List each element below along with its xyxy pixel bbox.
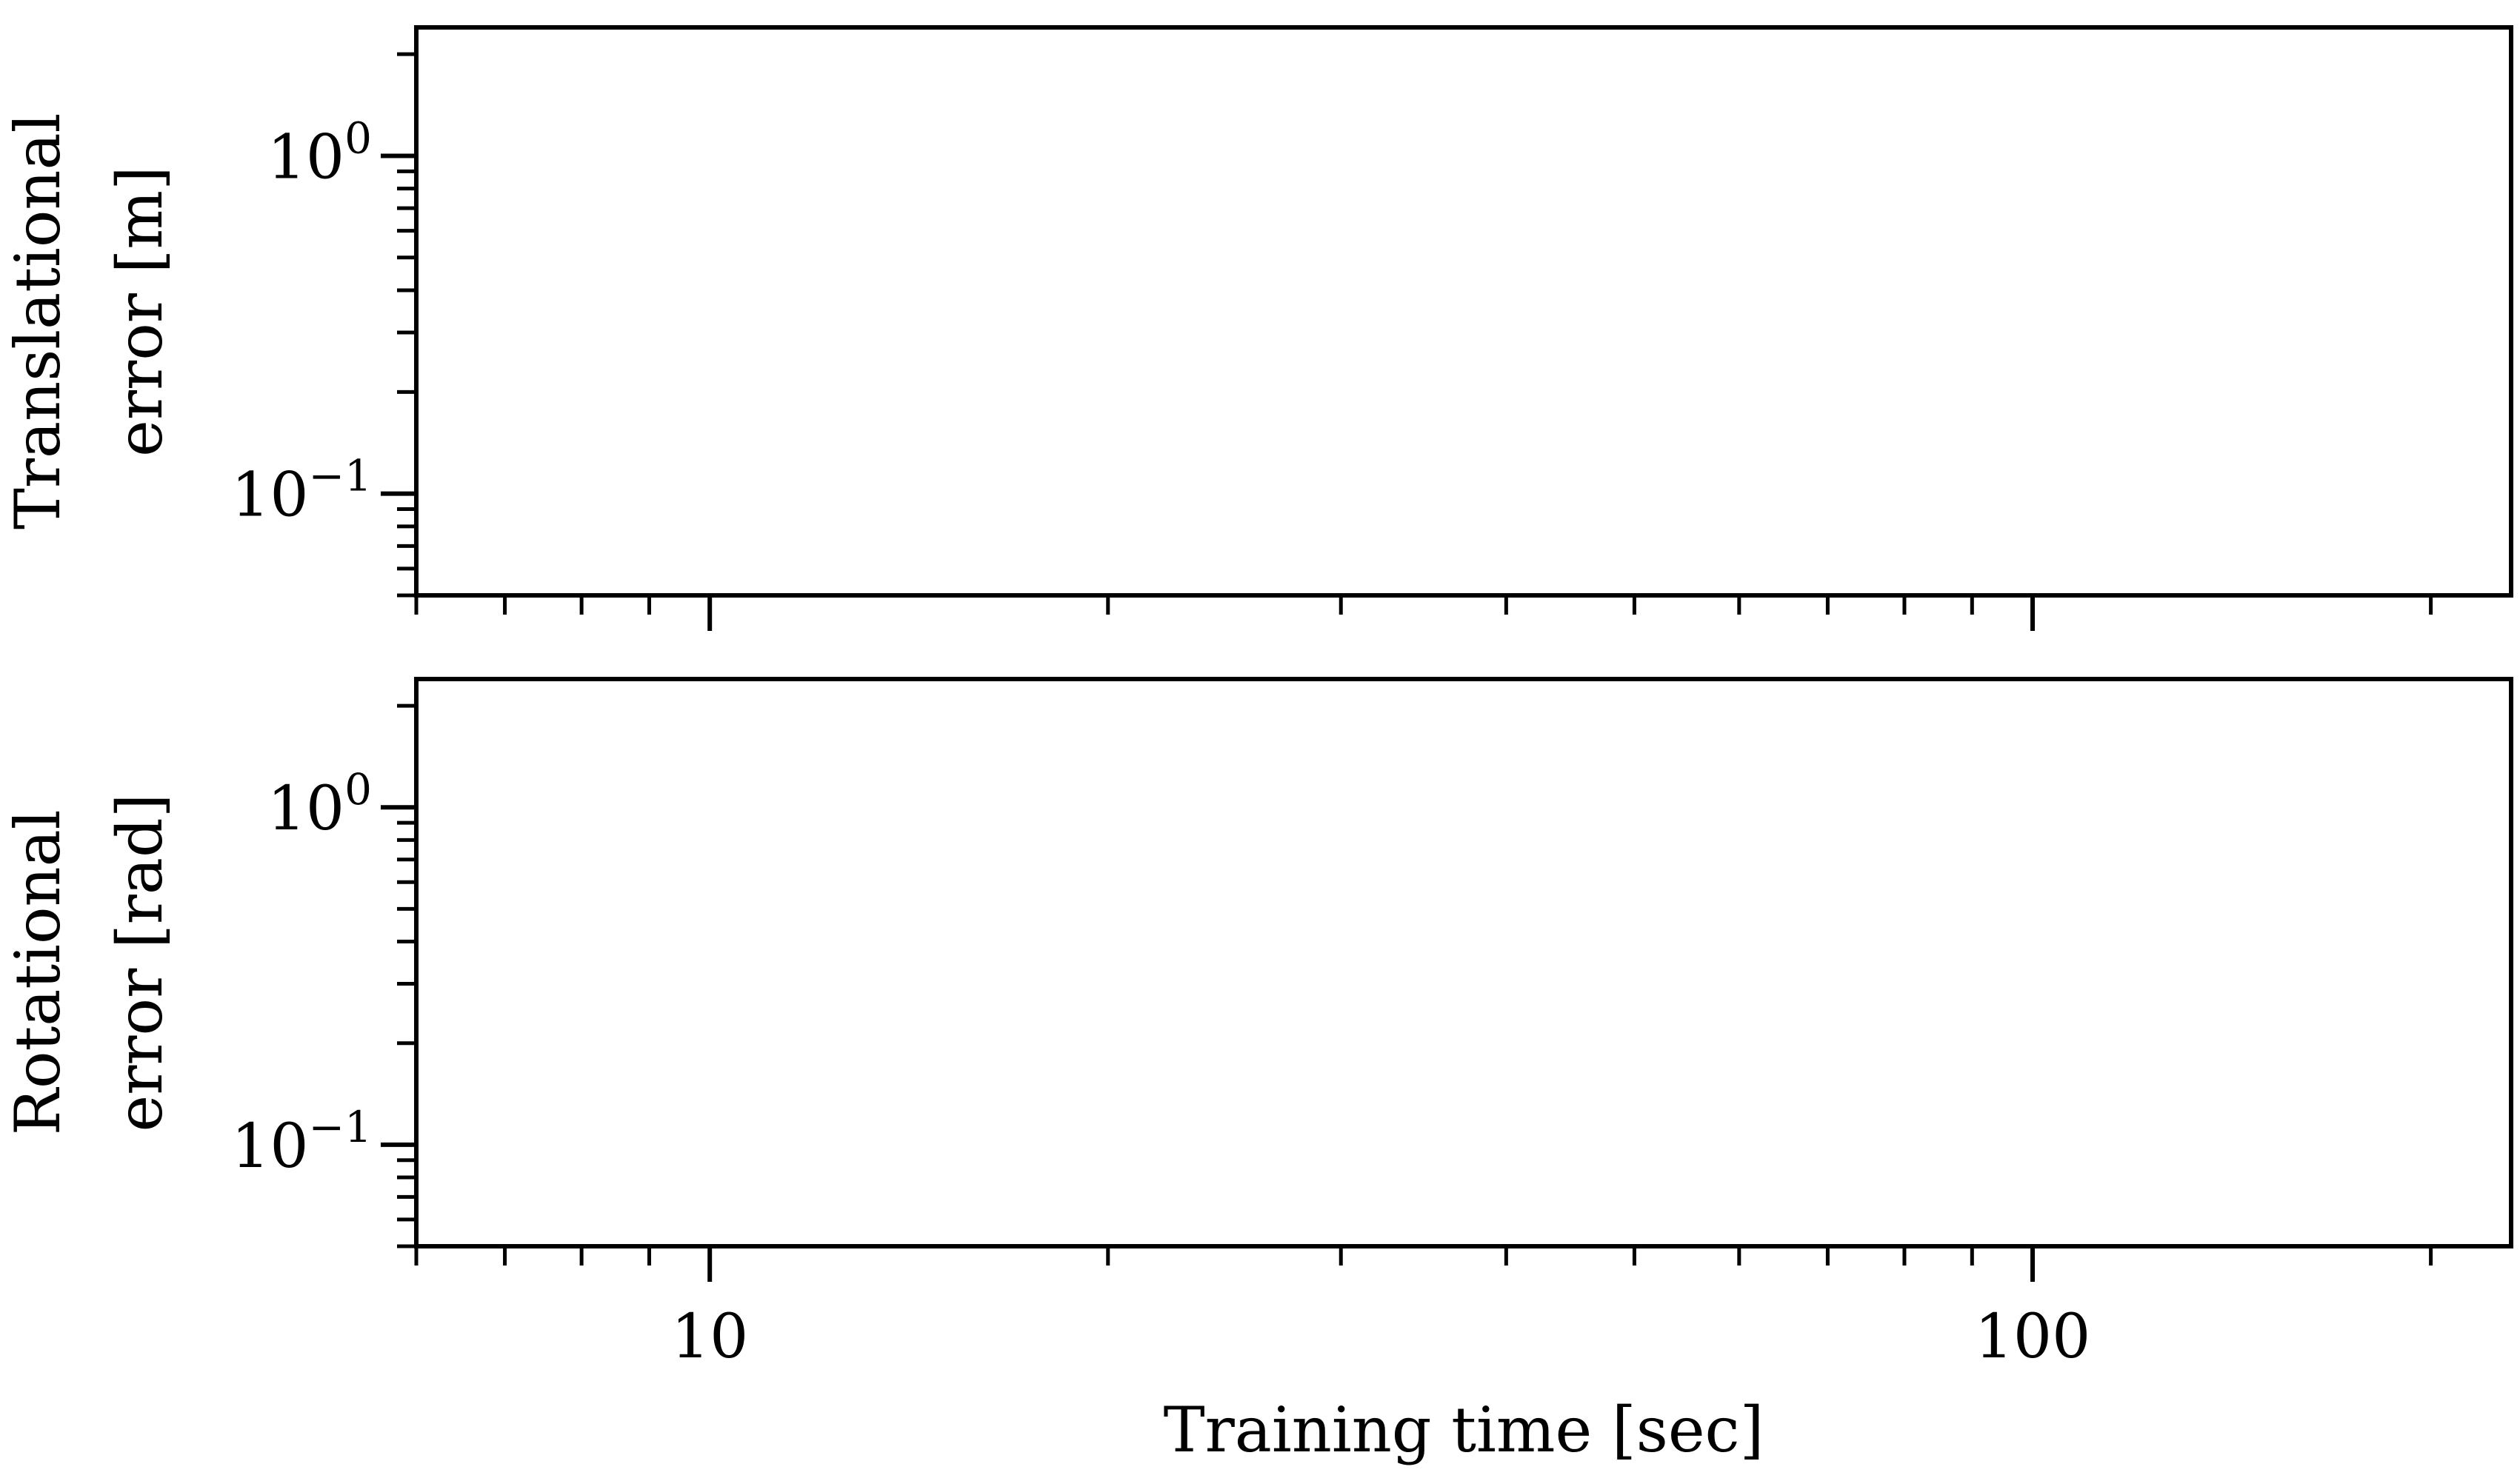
- ytick-label-1e0: 100: [267, 764, 372, 844]
- y-axis-label: Translational error [m]: [1, 93, 176, 529]
- ytick-base: 10: [267, 122, 344, 193]
- translational-error-ticks: [381, 52, 2433, 631]
- y-axis-label-line-2: error [rad]: [104, 794, 176, 1132]
- ytick-exponent: −1: [309, 451, 373, 501]
- translational-error-plot-frame: [414, 25, 2513, 598]
- translational-error-panel: 100 10−1 Translational error [m]: [1, 25, 2513, 631]
- xtick-label-100: 100: [1975, 1302, 2091, 1372]
- ytick-label-1e-1: 10−1: [231, 1102, 372, 1182]
- ytick-exponent: 0: [344, 764, 372, 815]
- ytick-exponent: 0: [344, 113, 372, 163]
- rotational-error-plot-frame: [414, 677, 2513, 1248]
- rotational-error-panel: 100 10−1 Rotational error [rad] 10 100: [1, 677, 2513, 1372]
- ytick-base: 10: [267, 774, 344, 844]
- x-axis-label: Training time [sec]: [1164, 1394, 1764, 1466]
- ytick-label-1e0: 100: [267, 113, 372, 193]
- ytick-exponent: −1: [309, 1102, 373, 1152]
- y-axis-label-line-1: Translational: [1, 113, 74, 530]
- ytick-label-1e-1: 10−1: [231, 451, 372, 531]
- xtick-label-10: 10: [671, 1302, 748, 1372]
- y-axis-label: Rotational error [rad]: [1, 790, 176, 1136]
- ytick-base: 10: [231, 1111, 308, 1182]
- rotational-error-ticks: [381, 703, 2433, 1282]
- y-axis-label-line-1: Rotational: [1, 809, 74, 1135]
- y-axis-label-line-2: error [m]: [104, 166, 176, 457]
- ytick-base: 10: [231, 461, 308, 531]
